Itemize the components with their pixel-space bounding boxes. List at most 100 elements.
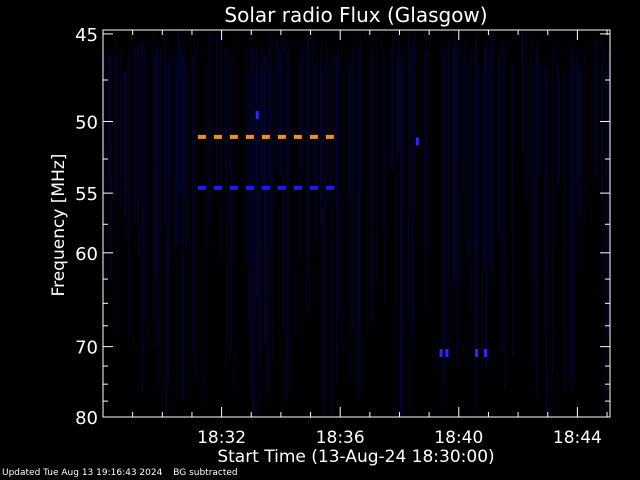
- noise-stripe: [606, 63, 607, 417]
- noise-stripe: [546, 68, 547, 418]
- noise-stripe: [204, 63, 205, 408]
- noise-stripe: [408, 32, 409, 320]
- noise-stripe: [350, 63, 351, 381]
- noise-stripe: [452, 47, 453, 289]
- noise-stripe: [442, 42, 443, 380]
- noise-stripe: [248, 66, 249, 326]
- noise-stripe: [170, 52, 171, 175]
- noise-stripe: [488, 53, 489, 264]
- noise-stripe: [116, 39, 117, 338]
- noise-stripe: [502, 39, 503, 352]
- noise-stripe: [158, 47, 159, 391]
- plot-frame: [102, 29, 611, 418]
- noise-stripe: [464, 41, 465, 158]
- noise-stripe: [412, 35, 413, 337]
- noise-stripe: [356, 66, 357, 388]
- noise-stripe: [220, 33, 221, 259]
- noise-stripe: [224, 46, 225, 165]
- noise-stripe: [256, 46, 257, 298]
- noise-stripe: [576, 53, 577, 182]
- emission-spot: [445, 348, 449, 357]
- noise-stripe: [574, 63, 575, 382]
- noise-stripe: [276, 36, 277, 208]
- background-noise: [104, 30, 609, 418]
- noise-stripe: [160, 47, 161, 236]
- noise-stripe: [266, 60, 267, 389]
- noise-stripe: [534, 58, 535, 363]
- noise-stripe: [146, 60, 147, 354]
- noise-stripe: [320, 49, 321, 229]
- noise-stripe: [208, 32, 209, 224]
- noise-stripe: [498, 54, 499, 239]
- noise-stripe: [108, 50, 109, 188]
- noise-stripe: [474, 47, 475, 354]
- noise-stripe: [484, 46, 485, 267]
- noise-stripe: [302, 43, 303, 167]
- noise-stripe: [126, 68, 127, 236]
- noise-stripe: [382, 52, 383, 228]
- emission-spot: [415, 137, 419, 146]
- noise-stripe: [512, 64, 513, 359]
- noise-stripe: [352, 51, 353, 333]
- y-tick-label: 55: [75, 184, 98, 205]
- noise-stripe: [226, 48, 227, 365]
- noise-stripe: [286, 42, 287, 405]
- noise-stripe: [270, 32, 271, 249]
- noise-stripe: [448, 40, 449, 368]
- noise-stripe: [156, 42, 157, 278]
- noise-stripe: [558, 67, 559, 185]
- noise-stripe: [458, 38, 459, 352]
- noise-stripe: [470, 47, 471, 313]
- emission-spot: [255, 111, 259, 120]
- y-tick-label: 50: [75, 112, 98, 133]
- noise-stripe: [300, 40, 301, 266]
- noise-stripe: [426, 33, 427, 246]
- y-tick-label: 45: [75, 25, 98, 46]
- noise-stripe: [370, 43, 371, 417]
- noise-stripe: [384, 56, 385, 306]
- noise-stripe: [142, 39, 143, 396]
- noise-stripe: [570, 52, 571, 390]
- x-tick-label: 18:36: [316, 428, 365, 448]
- x-axis-label: Start Time (13-Aug-24 18:30:00): [217, 447, 494, 467]
- noise-stripe: [392, 33, 393, 174]
- noise-stripe: [152, 33, 153, 163]
- noise-stripe: [482, 66, 483, 370]
- noise-stripe: [584, 40, 585, 222]
- emission-spot: [483, 348, 487, 357]
- noise-stripe: [128, 52, 129, 351]
- noise-stripe: [522, 30, 523, 153]
- noise-stripe: [338, 41, 339, 316]
- noise-stripe: [272, 69, 273, 365]
- noise-stripe: [268, 47, 269, 403]
- noise-stripe: [262, 47, 263, 185]
- noise-stripe: [134, 47, 135, 227]
- noise-stripe: [176, 59, 177, 248]
- noise-stripe: [194, 39, 195, 381]
- noise-stripe: [264, 52, 265, 346]
- noise-stripe: [308, 34, 309, 260]
- y-tick-label: 80: [75, 408, 98, 429]
- noise-stripe: [250, 34, 251, 395]
- noise-stripe: [254, 48, 255, 417]
- noise-stripe: [282, 37, 283, 332]
- noise-stripe: [456, 38, 457, 367]
- noise-stripe: [322, 65, 323, 418]
- noise-stripe: [572, 41, 573, 378]
- noise-stripe: [504, 45, 505, 390]
- noise-stripe: [192, 57, 193, 353]
- noise-stripe: [478, 67, 479, 246]
- noise-stripe: [446, 44, 447, 361]
- noise-stripe: [424, 51, 425, 311]
- noise-stripe: [316, 41, 317, 251]
- noise-stripe: [530, 33, 531, 284]
- noise-stripe: [252, 49, 253, 412]
- noise-stripe: [104, 52, 105, 200]
- noise-stripe: [490, 33, 491, 271]
- axis-ticks: 18:32 18:36 18:40 18:44 45 50 55 60 70 80: [75, 25, 610, 448]
- y-tick-label: 70: [75, 338, 98, 359]
- noise-stripe: [180, 47, 181, 188]
- noise-stripe: [294, 65, 295, 336]
- x-tick-label: 18:32: [197, 428, 246, 448]
